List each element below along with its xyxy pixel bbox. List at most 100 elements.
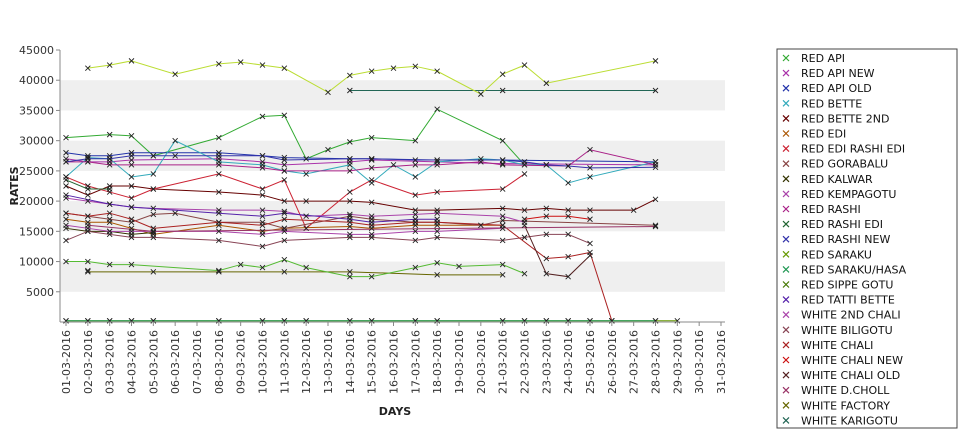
- data-point: [106, 201, 113, 207]
- legend-box: [776, 48, 958, 429]
- data-point: [216, 219, 222, 226]
- data-point: [368, 165, 375, 171]
- x-axis-title: DAYS: [379, 405, 412, 418]
- data-point: [390, 162, 397, 168]
- legend-item-label: WHITE CHALI NEW: [801, 354, 903, 367]
- data-point: [478, 159, 484, 165]
- data-point: [521, 171, 528, 177]
- y-tick-label: 25000: [19, 165, 54, 178]
- data-point: [587, 165, 593, 171]
- x-axis-ticks: 01-03-2016 02-03-2016 03-03-2016 04-03-2016…: [60, 322, 728, 394]
- x-tick-label: 22-03-2016: [519, 330, 532, 394]
- data-point: [216, 189, 222, 195]
- legend-item-label: WHITE D.CHOLL: [801, 384, 890, 397]
- data-point: [521, 222, 528, 229]
- data-point: [325, 146, 331, 153]
- legend-marker-icon: [782, 84, 790, 92]
- legend-marker-icon: [782, 371, 790, 379]
- x-tick-label: 17-03-2016: [409, 330, 422, 394]
- data-point: [303, 213, 309, 220]
- data-point: [63, 222, 69, 229]
- series-line: [65, 140, 656, 184]
- series-line: [66, 259, 525, 278]
- plot-background-bands: [60, 50, 725, 322]
- data-point: [150, 234, 157, 241]
- data-point: [434, 162, 440, 168]
- data-point: [63, 177, 69, 183]
- data-point: [85, 222, 91, 229]
- legend-marker-icon: [782, 250, 790, 258]
- data-point: [216, 269, 222, 275]
- data-point: [347, 273, 353, 280]
- data-point: [499, 217, 506, 224]
- data-point: [565, 253, 571, 260]
- data-point: [216, 210, 222, 217]
- data-point: [85, 258, 91, 265]
- data-point: [368, 199, 375, 206]
- y-tick-label: 20000: [19, 195, 54, 208]
- data-point: [85, 213, 91, 220]
- legend-item-label: WHITE BILIGOTU: [801, 324, 893, 337]
- data-point: [216, 171, 222, 177]
- legend-item-label: WHITE KARIGOTU: [801, 414, 898, 427]
- data-point: [412, 63, 419, 70]
- data-point: [106, 162, 113, 168]
- legend-item-label: RED GORABALU: [801, 158, 888, 171]
- y-tick-label: 30000: [19, 135, 54, 148]
- data-point: [521, 216, 528, 223]
- y-tick-label: 45000: [19, 44, 54, 57]
- legend-marker-icon: [782, 99, 790, 107]
- legend-item-label: RED SIPPE GOTU: [801, 279, 893, 292]
- data-point: [281, 65, 288, 71]
- legend-item-label: RED SARAKU: [801, 248, 872, 261]
- legend-item-label: WHITE FACTORY: [801, 399, 890, 412]
- series-line: [65, 212, 656, 229]
- data-point: [368, 213, 375, 220]
- data-point: [565, 207, 571, 213]
- data-point: [412, 137, 419, 144]
- data-point: [85, 155, 91, 162]
- data-point: [85, 198, 91, 204]
- data-point: [434, 210, 440, 217]
- data-point: [106, 155, 113, 162]
- data-point: [652, 58, 659, 64]
- data-point: [347, 72, 353, 79]
- data-point: [456, 263, 462, 270]
- data-point: [543, 255, 550, 262]
- data-point: [281, 216, 288, 223]
- data-point: [368, 234, 375, 241]
- series-line: [66, 149, 656, 172]
- x-tick-label: 18-03-2016: [431, 330, 444, 394]
- legend-item-label: WHITE CHALI OLD: [801, 369, 900, 382]
- data-point: [368, 134, 375, 141]
- data-point: [434, 106, 440, 113]
- legend-item-label: WHITE CHALI: [801, 339, 873, 352]
- data-point: [652, 162, 659, 168]
- x-tick-label: 19-03-2016: [453, 330, 466, 394]
- data-point: [347, 198, 353, 204]
- data-point: [281, 269, 288, 275]
- x-tick-label: 30-03-2016: [693, 330, 706, 394]
- data-point: [303, 155, 309, 162]
- legend-marker-icon: [782, 160, 790, 168]
- data-point: [259, 152, 266, 159]
- x-tick-label: 12-03-2016: [300, 330, 313, 394]
- data-point: [368, 68, 375, 74]
- legend-marker-icon: [782, 235, 790, 243]
- data-point: [150, 269, 157, 275]
- data-point: [259, 207, 266, 213]
- legend-item-label: RED EDI: [801, 128, 846, 141]
- data-point: [216, 61, 222, 67]
- data-point: [85, 65, 91, 71]
- x-tick-label: 28-03-2016: [650, 330, 663, 394]
- data-point: [85, 228, 91, 235]
- data-point: [587, 174, 593, 180]
- data-point: [587, 146, 593, 153]
- legend-marker-icon: [782, 220, 790, 228]
- legend-marker-icon: [782, 416, 790, 424]
- data-point: [499, 162, 506, 168]
- legend-item-label: RED BETTE 2ND: [801, 112, 889, 125]
- data-point: [259, 113, 266, 120]
- data-point: [259, 62, 266, 68]
- data-point: [565, 213, 571, 220]
